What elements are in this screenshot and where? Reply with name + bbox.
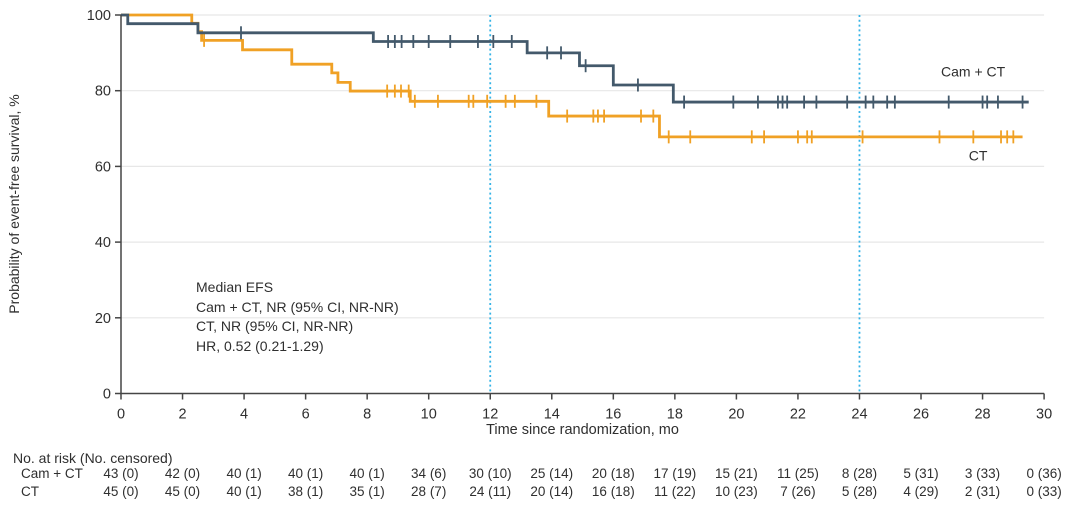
risk-cell: 0 (33) <box>1026 484 1062 499</box>
risk-cell: 43 (0) <box>103 466 139 481</box>
x-tick-label: 8 <box>363 407 371 423</box>
x-tick-label: 6 <box>302 407 310 423</box>
x-tick-label: 22 <box>790 407 806 423</box>
risk-cell: 7 (26) <box>780 484 816 499</box>
risk-cell: 35 (1) <box>349 484 385 499</box>
risk-cell: 20 (18) <box>591 466 635 481</box>
y-tick-label: 60 <box>95 159 111 175</box>
annotation-line-ct: CT, NR (95% CI, NR-NR) <box>196 318 354 334</box>
risk-cell: 28 (7) <box>411 484 447 499</box>
risk-cell: 11 (25) <box>777 466 819 481</box>
km-curve-camct <box>121 13 1029 104</box>
risk-cell: 34 (6) <box>411 466 447 481</box>
annotation-line-median-efs: Median EFS <box>196 279 274 295</box>
x-tick-label: 24 <box>851 407 867 423</box>
risk-cell: 38 (1) <box>287 484 324 499</box>
x-tick-label: 28 <box>974 407 990 423</box>
y-axis-title: Probability of event-free survival, % <box>6 94 22 314</box>
risk-cell: 40 (1) <box>226 484 262 499</box>
risk-cell: 20 (14) <box>530 484 574 499</box>
risk-cell: 17 (19) <box>653 466 697 481</box>
x-tick-label: 14 <box>544 407 560 423</box>
risk-cell: 40 (1) <box>287 466 324 481</box>
risk-cell: 30 (10) <box>468 466 512 481</box>
series-label-camct: Cam + CT <box>941 63 1006 79</box>
median-efs-annotation: Median EFS Cam + CT, NR (95% CI, NR-NR) … <box>196 278 399 356</box>
risk-cell: 5 (31) <box>903 466 939 481</box>
x-tick-label: 20 <box>728 407 744 423</box>
y-tick-label: 20 <box>95 311 111 327</box>
x-tick-label: 2 <box>179 407 187 423</box>
x-tick-label: 4 <box>240 407 248 423</box>
y-tick-label: 80 <box>95 84 111 100</box>
risk-cell: 11 (22) <box>653 484 696 499</box>
risk-cell: 40 (1) <box>349 466 385 481</box>
x-tick-label: 12 <box>482 407 498 423</box>
risk-cell: 40 (1) <box>226 466 262 481</box>
annotation-line-cam-ct: Cam + CT, NR (95% CI, NR-NR) <box>196 298 399 315</box>
risk-cell: 24 (11) <box>469 484 512 499</box>
risk-cell: 4 (29) <box>903 484 939 499</box>
risk-cell: 5 (28) <box>841 484 878 499</box>
risk-cell: 2 (31) <box>964 484 1001 499</box>
y-tick-label: 100 <box>87 8 111 24</box>
x-tick-label: 16 <box>605 407 621 423</box>
risk-row-label: Cam + CT <box>21 466 83 481</box>
risk-cell: 42 (0) <box>164 466 201 481</box>
risk-cell: 10 (23) <box>715 484 758 499</box>
risk-cell: 45 (0) <box>164 484 201 499</box>
risk-cell: 25 (14) <box>530 466 574 481</box>
risk-cell: 0 (36) <box>1026 466 1062 481</box>
risk-cell: 45 (0) <box>103 484 139 499</box>
x-tick-label: 0 <box>117 407 125 423</box>
risk-cell: 3 (33) <box>964 466 1001 481</box>
risk-cell: 16 (18) <box>591 484 635 499</box>
risk-cell: 15 (21) <box>715 466 758 481</box>
risk-table-header: No. at risk (No. censored) <box>13 450 173 466</box>
y-tick-label: 40 <box>95 235 111 251</box>
y-tick-label: 0 <box>103 387 111 403</box>
x-tick-label: 26 <box>913 407 929 423</box>
series-label-ct: CT <box>969 148 988 164</box>
annotation-line-hazard-ratio: HR, 0.52 (0.21-1.29) <box>196 337 324 354</box>
x-tick-label: 18 <box>667 407 683 423</box>
risk-row-label: CT <box>21 484 39 499</box>
x-axis-title: Time since randomization, mo <box>486 422 679 438</box>
risk-cell: 8 (28) <box>841 466 878 481</box>
x-tick-label: 30 <box>1036 407 1052 423</box>
x-tick-label: 10 <box>421 407 437 423</box>
